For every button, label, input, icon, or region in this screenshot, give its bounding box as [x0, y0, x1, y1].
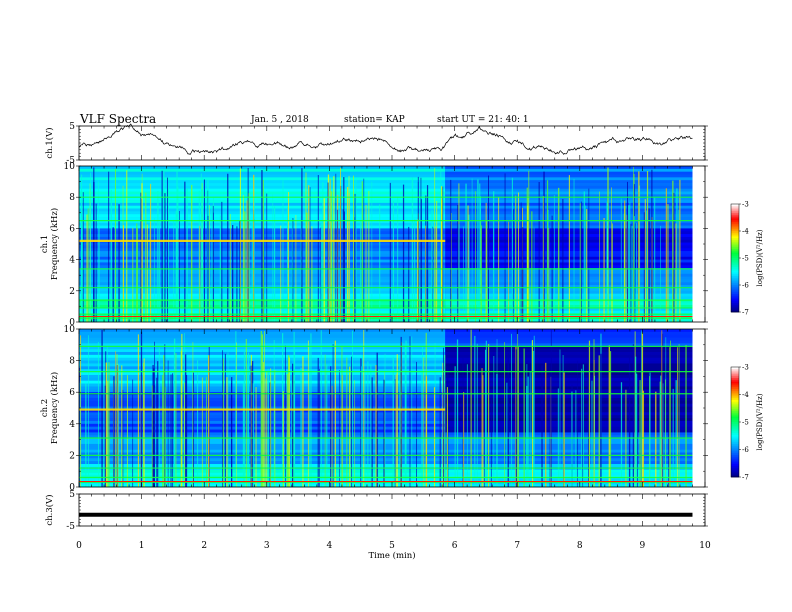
ch1-waveform-ytick-label: -5 — [66, 156, 75, 166]
date-label: Jan. 5 , 2018 — [251, 115, 309, 125]
x-tick-label: 10 — [699, 541, 711, 551]
ch1-waveform-ytick-label: 5 — [69, 122, 75, 132]
ch1-spectrogram-ytick-label: 8 — [69, 193, 75, 203]
ch1-waveform-y-ticks: 5 -5 — [66, 122, 708, 166]
ch1-spectrogram-colorbar-tick: -4 — [742, 228, 749, 236]
ch1-spectrogram-y-ticks: 0 2 4 6 8 10 — [64, 162, 708, 328]
ch2-spectrogram-colorbar-tick: -4 — [742, 391, 749, 399]
ch1-spectrogram-ytick-label: 6 — [69, 224, 75, 234]
ch1-spectrogram-ytick-label: 0 — [69, 318, 75, 328]
x-tick-label: 1 — [139, 541, 145, 551]
ch3-waveform-x-ticks — [78, 494, 706, 526]
x-axis-label: Time (min) — [368, 550, 415, 561]
ch2-spectrogram-ytick-label: 10 — [64, 325, 76, 335]
ch2-spectrogram-colorbar: -3 -4 -5 -6 -7 log(PSD)(V²/Hz) — [730, 364, 764, 482]
ch2-spectrogram-colorbar-tick: -6 — [742, 446, 749, 454]
ch2-spectrogram-colorbar-label: log(PSD)(V²/Hz) — [756, 393, 764, 450]
ch1-spectrogram-ytick-label: 2 — [69, 287, 75, 297]
ch3-waveform-ytick-label: -5 — [66, 522, 75, 532]
ch1-spectrogram-ytick-label: 4 — [69, 256, 75, 266]
ch1-spectrogram-colorbar-tick: -7 — [742, 309, 749, 317]
x-tick-label: 9 — [640, 541, 646, 551]
ch1-spectrogram-colorbar: -3 -4 -5 -6 -7 log(PSD)(V²/Hz) — [730, 201, 764, 317]
ch2-spectrogram-ylabel: Frequency (kHz) — [49, 372, 60, 444]
ch1-spectrogram-channel-label: ch.1 — [40, 235, 50, 253]
x-axis: 0 1 2 3 4 5 6 7 8 9 10 Time (min) — [76, 541, 711, 561]
x-tick-label: 4 — [327, 541, 333, 551]
ch2-spectrogram-ytick-label: 2 — [69, 451, 75, 461]
ch1-waveform-x-ticks — [78, 126, 706, 160]
ch3-waveform-ylabel: ch.3(V) — [44, 494, 55, 525]
ch1-spectrogram-x-ticks — [78, 166, 706, 322]
ch1-spectrogram-image — [79, 166, 705, 323]
ch1-spectrogram-ytick-label: 10 — [64, 162, 76, 172]
chart-title: VLF Spectra — [80, 112, 157, 126]
x-tick-label: 0 — [76, 541, 82, 551]
x-tick-label: 8 — [577, 541, 583, 551]
x-tick-label: 5 — [389, 541, 395, 551]
ch1-spectrogram-colorbar-label: log(PSD)(V²/Hz) — [756, 229, 764, 286]
ch2-spectrogram-x-ticks — [78, 329, 706, 487]
ch2-spectrogram-colorbar-tick: -7 — [742, 474, 749, 482]
ch2-spectrogram-ytick-label: 8 — [69, 357, 75, 367]
ch1-spectrogram-colorbar-tick: -3 — [742, 201, 749, 209]
start-time-label: start UT = 21: 40: 1 — [437, 115, 529, 125]
ch1-waveform-frame — [78, 125, 706, 161]
station-label: station= KAP — [344, 115, 405, 125]
x-tick-label: 7 — [514, 541, 520, 551]
ch2-spectrogram-ytick-label: 6 — [69, 388, 75, 398]
ch2-spectrogram-colorbar-tick: -3 — [742, 364, 749, 372]
ch2-spectrogram-image — [79, 329, 705, 488]
ch1-waveform-line — [78, 123, 693, 155]
ch2-spectrogram-ytick-label: 0 — [69, 483, 75, 493]
x-tick-label: 2 — [201, 541, 207, 551]
ch2-spectrogram-ytick-label: 4 — [69, 420, 75, 430]
ch1-spectrogram-ylabel: Frequency (kHz) — [49, 208, 60, 280]
ch2-spectrogram-colorbar-tick: -5 — [742, 419, 749, 427]
x-tick-label: 3 — [264, 541, 270, 551]
ch3-waveform-ytick-label: 5 — [69, 490, 75, 500]
ch2-spectrogram-y-ticks: 0 2 4 6 8 10 — [64, 325, 708, 493]
ch2-spectrogram-channel-label: ch.2 — [40, 399, 50, 417]
x-tick-label: 6 — [452, 541, 458, 551]
ch1-spectrogram-colorbar-tick: -6 — [742, 282, 749, 290]
ch1-spectrogram-colorbar-tick: -5 — [742, 255, 749, 263]
ch1-waveform-ylabel: ch.1(V) — [44, 127, 55, 158]
